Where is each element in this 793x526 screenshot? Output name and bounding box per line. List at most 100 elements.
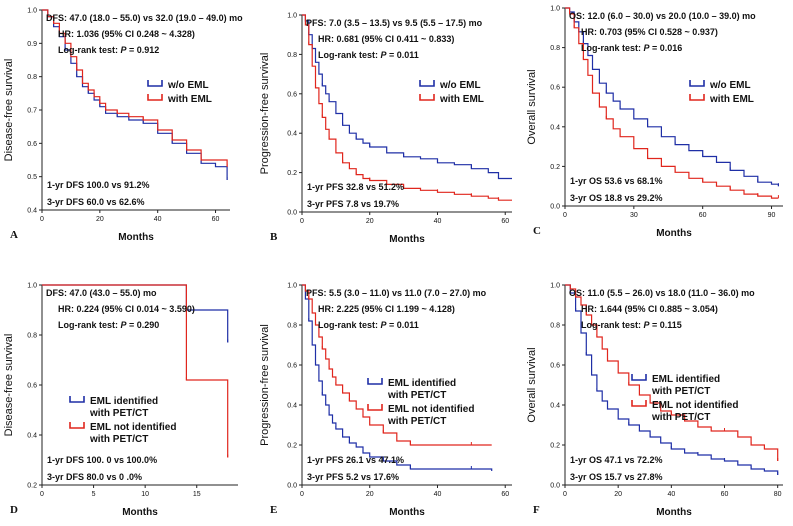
y-tick-label: 0.2 bbox=[287, 443, 297, 450]
y-tick-label: 0.4 bbox=[27, 208, 37, 215]
x-tick-label: 15 bbox=[193, 491, 201, 498]
logrank-text: Log-rank test: P = 0.011 bbox=[318, 50, 419, 60]
y-tick-label: 0.5 bbox=[27, 174, 37, 181]
one-year-rate-text: 1-yr DFS 100.0 vs 91.2% bbox=[47, 180, 150, 190]
y-tick-label: 0.6 bbox=[550, 363, 560, 370]
y-tick-label: 0.0 bbox=[550, 204, 560, 211]
legend-label: EML not identified bbox=[652, 400, 738, 411]
x-tick-label: 40 bbox=[434, 218, 442, 225]
logrank-text: Log-rank test: P = 0.290 bbox=[58, 320, 159, 330]
km-curve-red bbox=[565, 284, 779, 461]
legend-swatch bbox=[147, 80, 163, 87]
y-tick-label: 0.7 bbox=[27, 108, 37, 115]
y-tick-label: 0.6 bbox=[550, 85, 560, 92]
km-curve-red bbox=[42, 9, 228, 167]
one-year-rate-text: 1-yr OS 53.6 vs 68.1% bbox=[570, 176, 663, 186]
y-axis-title: Progression-free survival bbox=[259, 324, 271, 446]
logrank-text: Log-rank test: P = 0.016 bbox=[581, 43, 682, 53]
km-curve-blue bbox=[565, 7, 779, 187]
x-tick-label: 0 bbox=[563, 212, 567, 219]
legend-label: with EML bbox=[167, 94, 212, 105]
y-tick-label: 1.0 bbox=[287, 283, 297, 290]
y-tick-label: 0.2 bbox=[287, 170, 297, 177]
p-symbol: P bbox=[121, 320, 128, 330]
legend: w/o EML with EML bbox=[147, 80, 212, 105]
p-value: = 0.011 bbox=[387, 320, 419, 330]
km-panel-f: 0.0 0.2 0.4 0.6 0.8 1.0 0 20 40 60 80 Months Overall… bbox=[526, 283, 783, 518]
y-tick-label: 0.6 bbox=[27, 383, 37, 390]
logrank-label: Log-rank test: bbox=[581, 43, 644, 53]
y-tick-label: 0.6 bbox=[287, 91, 297, 98]
legend-label: with EML bbox=[439, 94, 484, 105]
y-tick-label: 0.8 bbox=[550, 323, 560, 330]
hazard-ratio-text: HR: 0.681 (95% CI 0.411 ~ 0.833) bbox=[318, 34, 454, 44]
one-year-rate-text: 1-yr OS 47.1 vs 72.2% bbox=[570, 455, 663, 465]
x-tick-label: 0 bbox=[40, 216, 44, 223]
x-axis-title: Months bbox=[656, 507, 692, 518]
y-tick-label: 0.8 bbox=[550, 45, 560, 52]
y-tick-label: 0.2 bbox=[550, 164, 560, 171]
y-tick-label: 0.0 bbox=[287, 483, 297, 490]
logrank-label: Log-rank test: bbox=[581, 320, 644, 330]
median-survival-text: DFS: 47.0 (18.0 – 55.0) vs 32.0 (19.0 – … bbox=[46, 13, 243, 23]
x-tick-label: 40 bbox=[154, 216, 162, 223]
x-tick-label: 0 bbox=[563, 491, 567, 498]
y-axis-title: Disease-free survival bbox=[3, 334, 15, 437]
x-axis-title: Months bbox=[118, 232, 154, 243]
km-panel-e: 0.0 0.2 0.4 0.6 0.8 1.0 0 20 40 60 Months Progressi… bbox=[259, 283, 512, 518]
y-tick-label: 0.8 bbox=[287, 52, 297, 59]
y-tick-label: 1.0 bbox=[27, 8, 37, 15]
p-value: = 0.912 bbox=[127, 45, 160, 55]
km-curve-red bbox=[302, 284, 492, 446]
legend-swatch bbox=[367, 404, 383, 411]
x-tick-label: 0 bbox=[40, 491, 44, 498]
x-tick-label: 0 bbox=[300, 491, 304, 498]
y-tick-label: 0.6 bbox=[287, 363, 297, 370]
x-tick-label: 30 bbox=[630, 212, 638, 219]
x-tick-label: 10 bbox=[141, 491, 149, 498]
km-panel-c: 0.0 0.2 0.4 0.6 0.8 1.0 0 30 60 90 Months Overall s… bbox=[526, 6, 783, 239]
x-tick-label: 40 bbox=[667, 491, 675, 498]
panel-label: E bbox=[270, 504, 277, 516]
y-tick-label: 0.4 bbox=[550, 124, 560, 131]
legend-label: EML identified bbox=[388, 378, 456, 389]
three-year-rate-text: 3-yr OS 18.8 vs 29.2% bbox=[570, 193, 663, 203]
one-year-rate-text: 1-yr DFS 100. 0 vs 100.0% bbox=[47, 455, 157, 465]
legend-label: w/o EML bbox=[439, 80, 481, 91]
x-axis-title: Months bbox=[656, 228, 692, 239]
km-panel-a: 0.4 0.5 0.6 0.7 0.8 0.9 1.0 0 20 40 60 Months Diseas… bbox=[3, 8, 243, 244]
legend-swatch bbox=[631, 374, 647, 381]
y-axis-title: Overall survival bbox=[526, 69, 538, 144]
legend-swatch bbox=[147, 94, 163, 101]
legend-swatch bbox=[689, 94, 705, 101]
legend-swatch bbox=[689, 80, 705, 87]
hazard-ratio-text: HR: 1.036 (95% CI 0.248 ~ 4.328) bbox=[58, 29, 195, 39]
p-symbol: P bbox=[644, 320, 651, 330]
hazard-ratio-text: HR: 2.225 (95% CI 1.199 ~ 4.128) bbox=[318, 304, 455, 314]
legend-label: w/o EML bbox=[709, 80, 751, 91]
x-tick-label: 80 bbox=[774, 491, 782, 498]
median-survival-text: DFS: 47.0 (43.0 – 55.0) mo bbox=[46, 288, 157, 298]
three-year-rate-text: 3-yr DFS 60.0 vs 62.6% bbox=[47, 197, 145, 207]
x-axis-title: Months bbox=[122, 507, 158, 518]
x-tick-label: 20 bbox=[614, 491, 622, 498]
legend-label: with PET/CT bbox=[387, 390, 446, 401]
y-tick-label: 1.0 bbox=[287, 13, 297, 20]
hazard-ratio-text: HR: 0.703 (95% CI 0.528 ~ 0.937) bbox=[581, 27, 718, 37]
x-tick-label: 90 bbox=[768, 212, 776, 219]
legend-label: w/o EML bbox=[167, 80, 209, 91]
logrank-text: Log-rank test: P = 0.011 bbox=[318, 320, 419, 330]
median-survival-text: OS: 11.0 (5.5 – 26.0) vs 18.0 (11.0 – 36… bbox=[569, 288, 755, 298]
legend-label: with EML bbox=[709, 94, 754, 105]
logrank-label: Log-rank test: bbox=[58, 45, 121, 55]
y-tick-label: 0.4 bbox=[287, 131, 297, 138]
y-tick-label: 0.2 bbox=[550, 443, 560, 450]
logrank-text: Log-rank test: P = 0.115 bbox=[581, 320, 682, 330]
x-tick-label: 60 bbox=[501, 218, 509, 225]
y-tick-label: 0.8 bbox=[27, 333, 37, 340]
y-tick-label: 0.2 bbox=[27, 483, 37, 490]
panel-label: F bbox=[533, 504, 540, 516]
km-curve-red bbox=[302, 14, 512, 201]
p-symbol: P bbox=[644, 43, 651, 53]
